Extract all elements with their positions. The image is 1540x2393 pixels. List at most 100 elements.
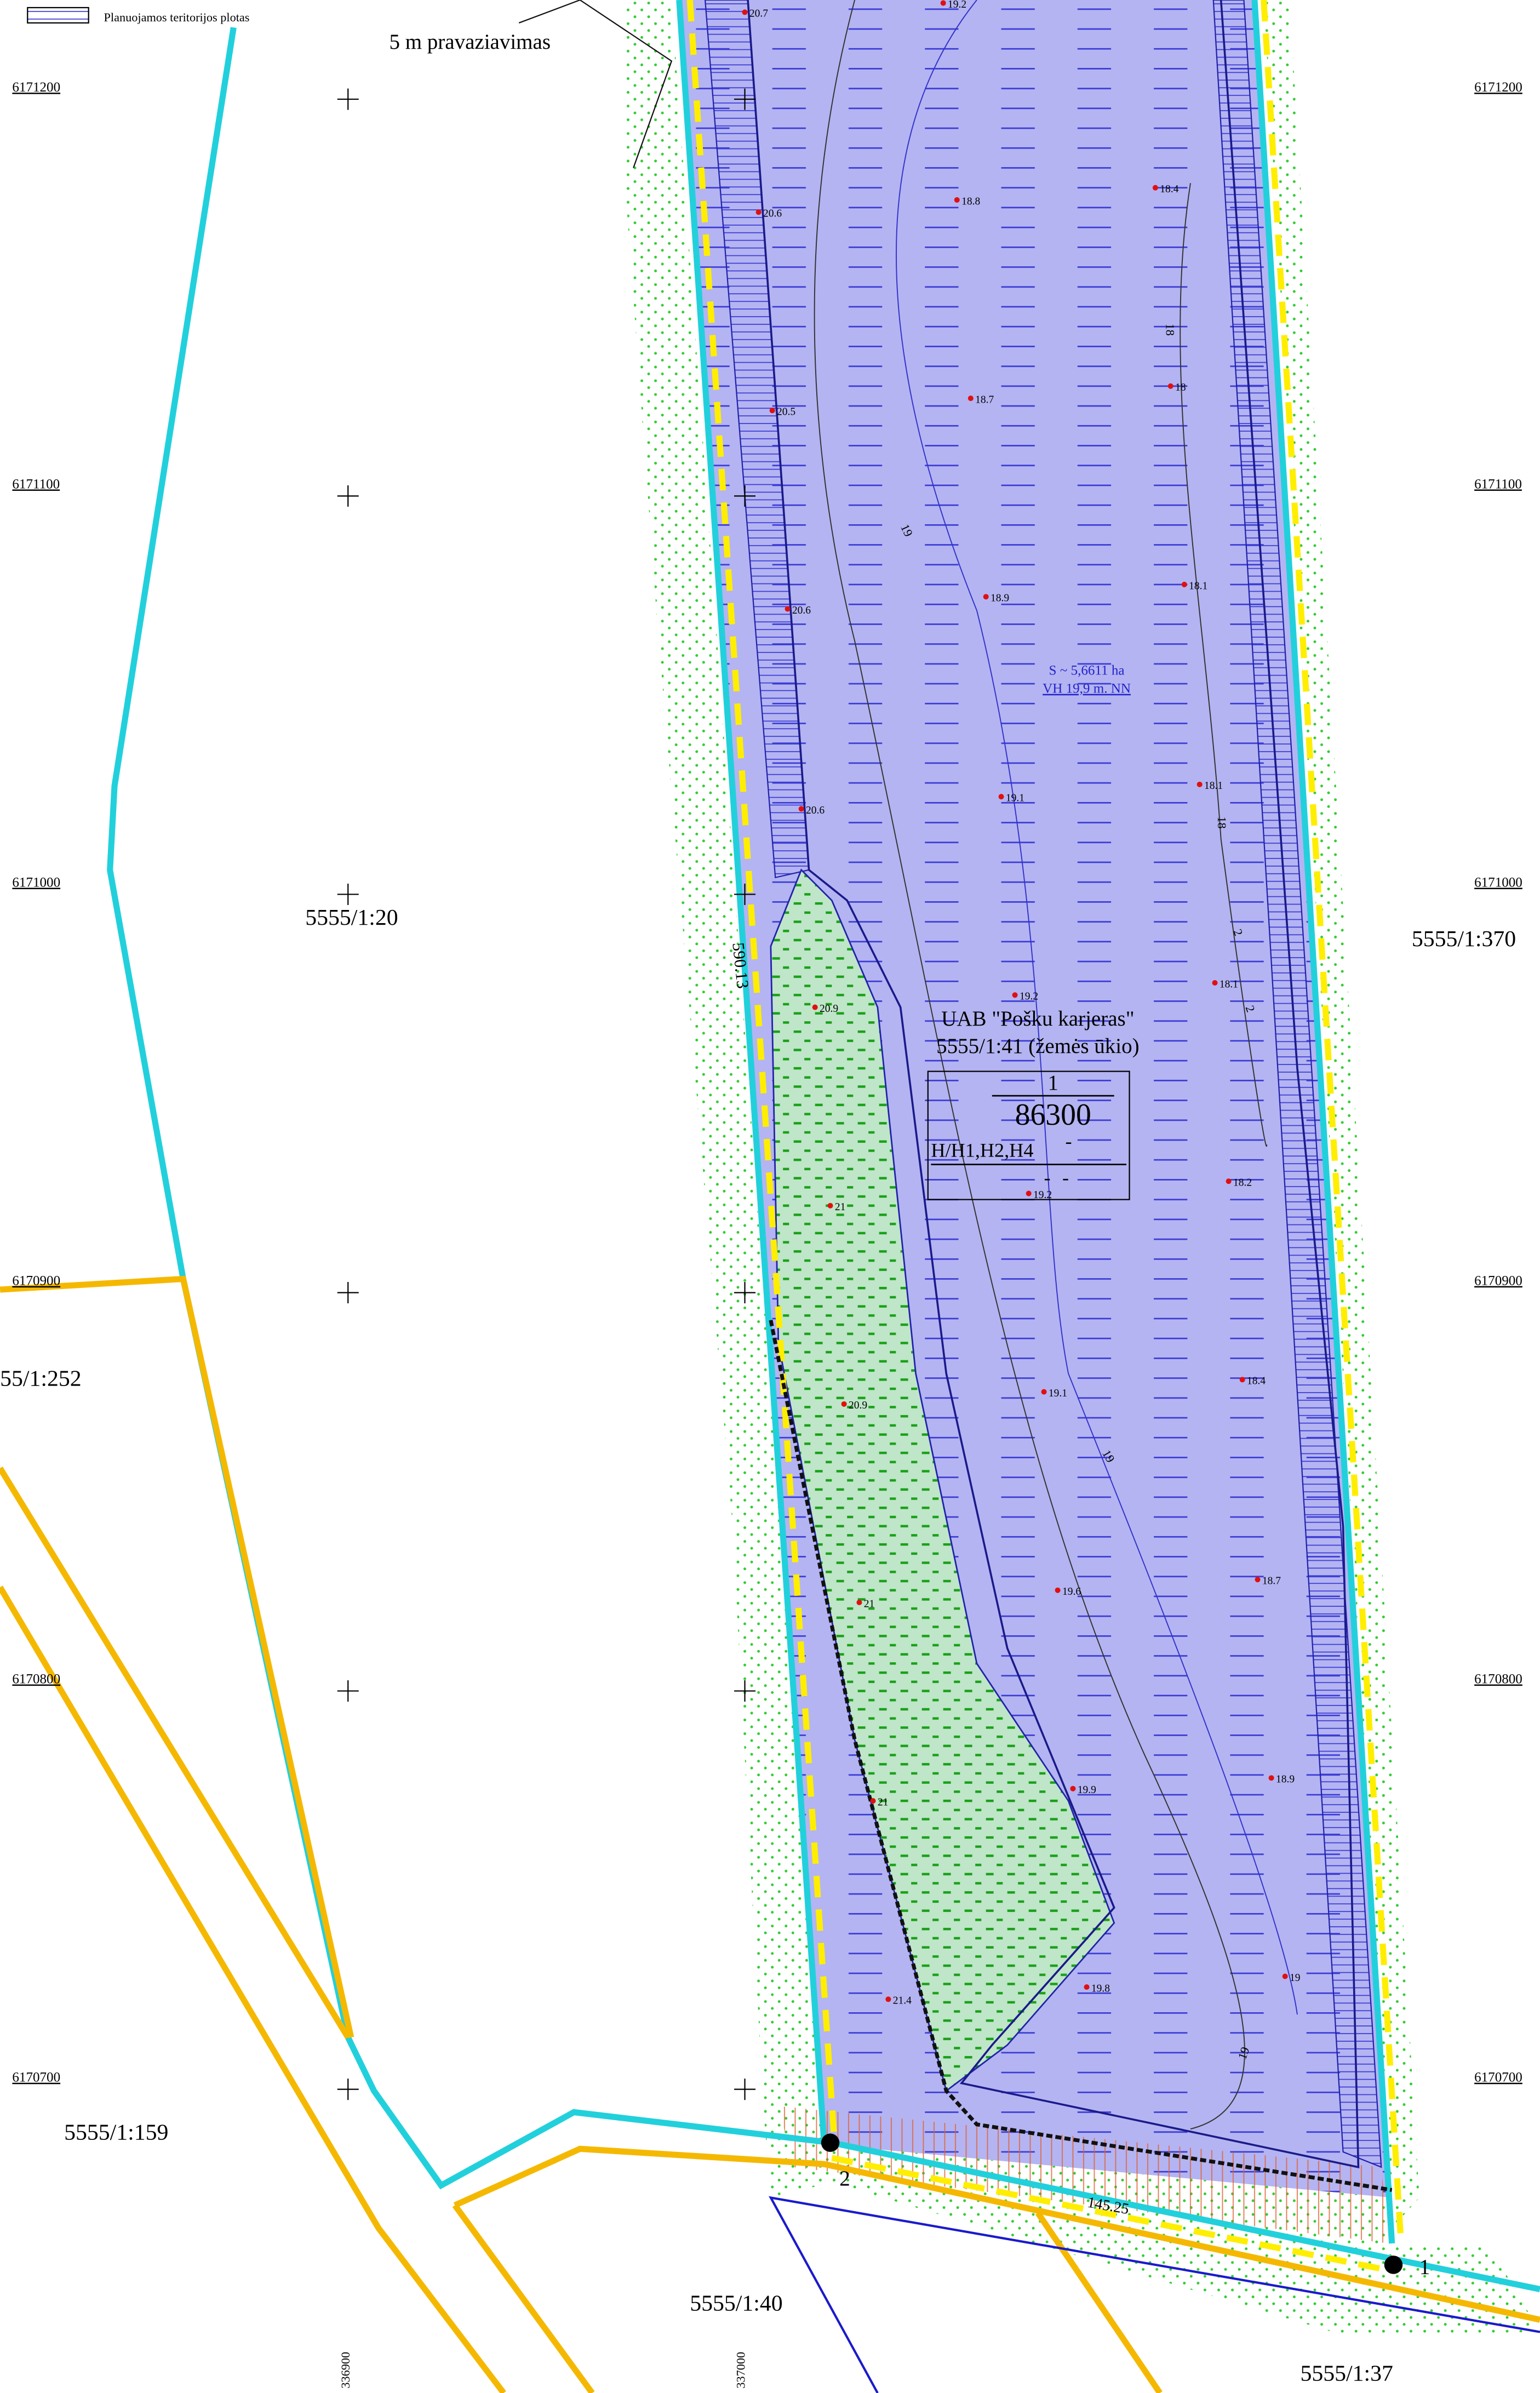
elevation-label: 18.7 [975, 394, 994, 405]
elevation-label: 19.2 [1033, 1189, 1052, 1201]
elevation-point [1012, 992, 1018, 998]
leader [580, 0, 673, 168]
elevation-label: 19.2 [948, 0, 966, 10]
elevation-label: 19.6 [1062, 1586, 1081, 1598]
elevation-point [812, 1004, 818, 1010]
elevation-label: 19.9 [1078, 1784, 1096, 1796]
boundary [107, 27, 1540, 2293]
contour-label: 18 [1215, 816, 1229, 828]
elevation-label: 21 [864, 1598, 875, 1610]
elevation-label: 19 [1290, 1972, 1301, 1984]
elevation-label: 20.6 [806, 805, 825, 816]
elevation-label: 18.9 [991, 593, 1009, 604]
elevation-label: 20.6 [792, 605, 811, 616]
elevation-point [1226, 1178, 1232, 1184]
elevation-point [742, 9, 748, 15]
note: 5 m pravaziavimas [389, 30, 551, 54]
elevation-point [827, 1203, 833, 1209]
elevation-point [1152, 185, 1158, 191]
elevation-label: 19.1 [1049, 1388, 1067, 1399]
cadastral-line [452, 2203, 595, 2393]
cadastral-line [453, 2145, 1540, 2323]
elevation-label: 20.6 [763, 208, 782, 220]
northing: 6171100 [1474, 477, 1522, 491]
elevation-label: 19.8 [1091, 1983, 1110, 1994]
zone-line [1261, 0, 1404, 2244]
table-cell: 86300 [1015, 1098, 1091, 1132]
elevation-label: 21.4 [893, 1995, 912, 2007]
elevation-label: 20.9 [849, 1400, 867, 1411]
elevation-label: 19.1 [1006, 793, 1024, 804]
parcel-id: 5555/1:370 [1412, 926, 1516, 952]
elevation-point [1239, 1377, 1245, 1383]
elevation-point [998, 794, 1004, 800]
elevation-point [967, 396, 974, 402]
table-cell: - [1062, 1167, 1069, 1189]
boundary [1251, 0, 1395, 2244]
elevation-label: 18.4 [1160, 184, 1178, 195]
table-cell: - [1044, 1167, 1051, 1189]
dimension: 590.13 [729, 942, 752, 989]
elevation-point [1268, 1775, 1274, 1781]
elevation-point [1070, 1785, 1076, 1791]
table-cell: H/H1,H2,H4 [931, 1140, 1033, 1161]
parcel-id: 55/1:252 [0, 1366, 82, 1391]
northing: 6170800 [1474, 1672, 1522, 1687]
point-label: 2 [839, 2167, 850, 2190]
northing: 6170900 [12, 1274, 60, 1289]
elevation-label: 20.7 [749, 8, 768, 20]
owner: UAB "Pošku karjeras" [941, 1007, 1134, 1031]
cadastral-line [0, 1585, 506, 2393]
elevation-point [1282, 1973, 1288, 1979]
elevation-point [983, 594, 989, 600]
elevation-label: 18.8 [961, 196, 980, 207]
northing: 6171000 [12, 875, 60, 890]
table-cell: - [1066, 1130, 1072, 1152]
elevation-point [870, 1798, 876, 1804]
survey-point [821, 2133, 840, 2152]
elevation-label: 20.5 [777, 407, 795, 418]
cadastral-line [0, 1275, 354, 2039]
elevation-point [798, 806, 804, 812]
elevation-label: 20.9 [820, 1003, 838, 1015]
elevation-point [1212, 980, 1218, 986]
northing: 6171100 [12, 477, 60, 491]
leader [518, 0, 581, 24]
elevation-label: 18.9 [1276, 1774, 1295, 1785]
parcel-id: 5555/1:20 [305, 905, 398, 930]
elevation-label: 18.1 [1189, 580, 1207, 592]
elevation-point [1196, 781, 1203, 787]
road-edge [768, 2196, 1540, 2393]
meadow [1263, 0, 1419, 2229]
elevation-point [785, 606, 791, 612]
elevation-point [755, 209, 762, 215]
contour [896, 0, 1298, 2015]
elevation-point [1041, 1389, 1047, 1395]
northing: 6171000 [1474, 875, 1522, 890]
boundary [676, 0, 827, 2145]
contour-label: 18 [1163, 324, 1177, 336]
elevation-point [841, 1401, 847, 1407]
legend-label: Planuojamos teritorijos plotas [104, 10, 250, 24]
elevation-label: 18.1 [1220, 978, 1238, 990]
elevation-label: 18 [1175, 382, 1186, 393]
cadastral-lines [0, 1275, 1540, 2393]
elevation-point [1055, 1587, 1061, 1593]
elevation-label: 21 [878, 1796, 889, 1808]
northing: 6170900 [1474, 1274, 1522, 1289]
elevation-point [1255, 1577, 1261, 1583]
elevation-point [1181, 581, 1187, 587]
contour [1180, 183, 1268, 1147]
area-level: VH 19,9 m. NN [1043, 682, 1131, 696]
elevation-label: 21 [835, 1201, 846, 1213]
info-box [927, 1070, 1130, 1200]
cadastral-line [0, 1466, 351, 2039]
elevation-point [1026, 1190, 1032, 1196]
table-cell: 1 [1048, 1071, 1059, 1095]
zone-line [831, 2155, 1393, 2274]
elevation-label: 19.2 [1020, 991, 1038, 1003]
edge [747, 0, 1360, 2168]
point-label: 1 [1419, 2255, 1430, 2279]
legend-swatch [27, 7, 89, 24]
